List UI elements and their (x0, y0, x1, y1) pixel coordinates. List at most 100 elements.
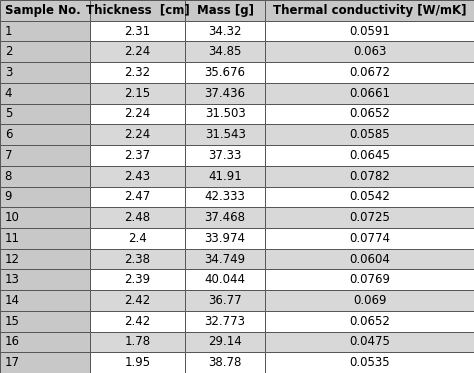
Bar (90, 228, 185, 249)
Text: 35.676: 35.676 (205, 66, 246, 79)
Text: 16: 16 (5, 335, 20, 348)
Bar (0, 21, 90, 41)
Bar (265, 290, 474, 311)
Text: 36.77: 36.77 (209, 294, 242, 307)
Text: 34.85: 34.85 (209, 45, 242, 58)
Text: 1: 1 (5, 25, 12, 38)
Text: 0.063: 0.063 (353, 45, 386, 58)
Text: 40.044: 40.044 (205, 273, 246, 286)
Bar (185, 21, 265, 41)
Text: 2.24: 2.24 (124, 45, 151, 58)
Text: 12: 12 (5, 253, 20, 266)
Bar (185, 166, 265, 186)
Text: 3: 3 (5, 66, 12, 79)
Text: 0.0591: 0.0591 (349, 25, 390, 38)
Bar (90, 0, 185, 21)
Bar (90, 186, 185, 207)
Text: 2.47: 2.47 (124, 190, 151, 203)
Bar (265, 62, 474, 83)
Bar (185, 352, 265, 373)
Text: 37.468: 37.468 (205, 211, 246, 224)
Bar (265, 83, 474, 104)
Text: 2.43: 2.43 (124, 170, 151, 183)
Bar (185, 145, 265, 166)
Text: 33.974: 33.974 (205, 232, 246, 245)
Text: 11: 11 (5, 232, 20, 245)
Text: 0.0782: 0.0782 (349, 170, 390, 183)
Text: 31.543: 31.543 (205, 128, 246, 141)
Text: 2.24: 2.24 (124, 107, 151, 120)
Text: 0.0535: 0.0535 (349, 356, 390, 369)
Text: 0.0542: 0.0542 (349, 190, 390, 203)
Bar (0, 145, 90, 166)
Bar (90, 352, 185, 373)
Text: 32.773: 32.773 (205, 315, 246, 328)
Text: 0.0585: 0.0585 (349, 128, 390, 141)
Bar (90, 145, 185, 166)
Text: 5: 5 (5, 107, 12, 120)
Bar (0, 249, 90, 269)
Text: 34.32: 34.32 (209, 25, 242, 38)
Bar (90, 290, 185, 311)
Text: 0.0661: 0.0661 (349, 87, 390, 100)
Bar (0, 228, 90, 249)
Bar (0, 62, 90, 83)
Text: 2: 2 (5, 45, 12, 58)
Bar (265, 104, 474, 124)
Text: 31.503: 31.503 (205, 107, 246, 120)
Text: 29.14: 29.14 (208, 335, 242, 348)
Bar (185, 124, 265, 145)
Bar (0, 124, 90, 145)
Bar (0, 83, 90, 104)
Text: 37.436: 37.436 (205, 87, 246, 100)
Text: Thermal conductivity [W/mK]: Thermal conductivity [W/mK] (273, 4, 466, 17)
Bar (265, 311, 474, 332)
Bar (0, 311, 90, 332)
Bar (265, 249, 474, 269)
Bar (185, 83, 265, 104)
Bar (185, 62, 265, 83)
Text: 2.39: 2.39 (124, 273, 151, 286)
Bar (185, 269, 265, 290)
Bar (185, 332, 265, 352)
Bar (265, 269, 474, 290)
Bar (90, 207, 185, 228)
Text: 2.42: 2.42 (124, 315, 151, 328)
Bar (185, 41, 265, 62)
Bar (90, 166, 185, 186)
Bar (265, 352, 474, 373)
Bar (265, 21, 474, 41)
Text: 2.4: 2.4 (128, 232, 147, 245)
Bar (0, 0, 90, 21)
Text: 9: 9 (5, 190, 12, 203)
Bar (265, 332, 474, 352)
Text: 0.0645: 0.0645 (349, 149, 390, 162)
Bar (185, 311, 265, 332)
Bar (0, 186, 90, 207)
Text: 7: 7 (5, 149, 12, 162)
Text: 41.91: 41.91 (208, 170, 242, 183)
Bar (0, 207, 90, 228)
Text: 1.78: 1.78 (124, 335, 151, 348)
Text: 0.0604: 0.0604 (349, 253, 390, 266)
Text: Thickness  [cm]: Thickness [cm] (86, 4, 189, 17)
Bar (185, 249, 265, 269)
Bar (265, 186, 474, 207)
Bar (90, 104, 185, 124)
Text: 0.0769: 0.0769 (349, 273, 390, 286)
Bar (0, 104, 90, 124)
Bar (265, 228, 474, 249)
Text: 2.24: 2.24 (124, 128, 151, 141)
Text: 1.95: 1.95 (124, 356, 151, 369)
Bar (265, 41, 474, 62)
Text: 2.38: 2.38 (125, 253, 150, 266)
Bar (90, 21, 185, 41)
Bar (265, 207, 474, 228)
Text: 0.0725: 0.0725 (349, 211, 390, 224)
Text: 42.333: 42.333 (205, 190, 246, 203)
Text: 2.37: 2.37 (124, 149, 151, 162)
Bar (90, 311, 185, 332)
Bar (90, 62, 185, 83)
Bar (0, 269, 90, 290)
Text: 0.0774: 0.0774 (349, 232, 390, 245)
